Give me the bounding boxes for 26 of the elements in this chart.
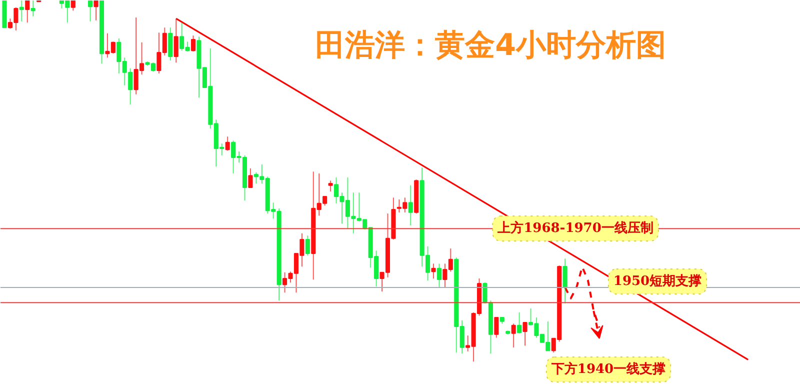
candlestick [511, 323, 516, 348]
annotation: 1950短期支撑 [613, 274, 702, 289]
candlestick [190, 35, 196, 52]
candlestick [168, 27, 173, 61]
candlestick [305, 235, 310, 256]
candlestick [248, 168, 253, 188]
text: 下方1940一线支撑 [550, 361, 666, 377]
candlestick [94, 0, 98, 21]
candlestick [482, 282, 488, 304]
candlestick [19, 0, 24, 22]
candlestick [225, 136, 230, 152]
candlestick [30, 0, 36, 17]
candlestick [174, 18, 178, 64]
candlestick [408, 184, 413, 226]
candlestick [522, 322, 528, 346]
text: 田浩洋：黄金4小时分析图 [315, 28, 666, 63]
annotation: 上方1968-1970一线压制 [496, 220, 654, 236]
candlestick [517, 312, 522, 334]
candlestick [436, 263, 442, 288]
candlestick [70, 0, 76, 12]
candlestick [562, 258, 568, 304]
candlestick [25, 0, 30, 24]
candlestick [88, 0, 93, 22]
candlestick [431, 263, 436, 279]
candlestick [494, 316, 499, 338]
candlestick [328, 180, 333, 192]
